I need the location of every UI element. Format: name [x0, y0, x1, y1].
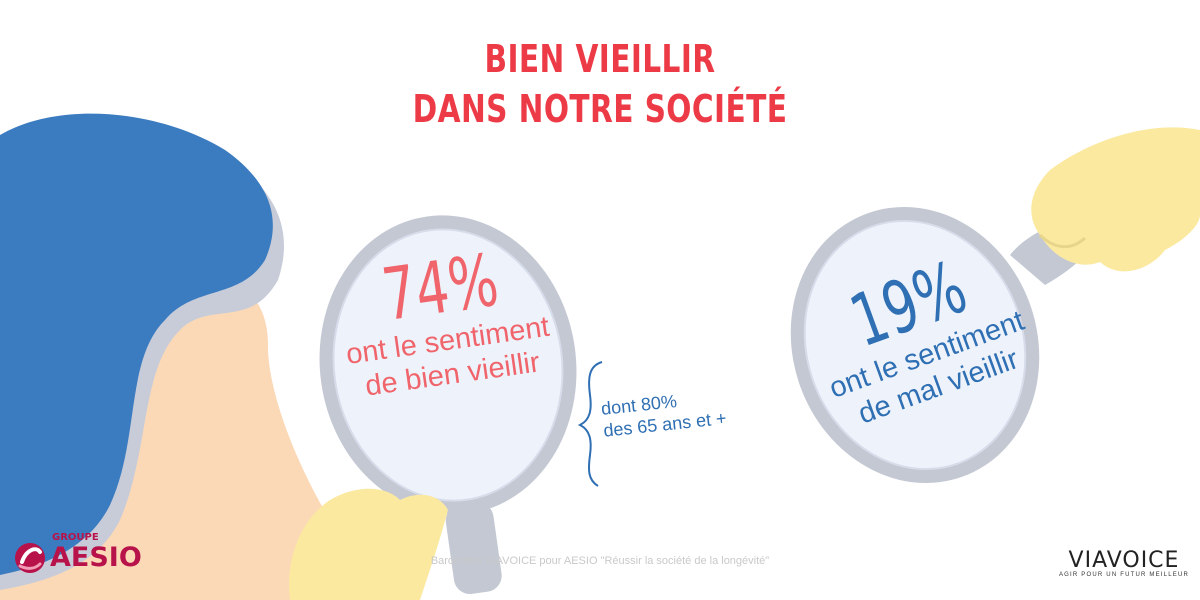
aesio-logo-group: GROUPE: [52, 532, 99, 543]
left-stat-value: 74%: [377, 237, 504, 337]
headline-line-1: BIEN VIEILLIR: [484, 37, 716, 81]
right-mirror: [790, 206, 1040, 484]
viavoice-logo-name: VIAVOICE: [1068, 548, 1180, 573]
viavoice-logo-tagline: AGIR POUR UN FUTUR MEILLEUR: [1058, 572, 1190, 578]
woman-hair: [0, 113, 273, 575]
left-mirror: [319, 215, 577, 595]
aesio-logo-name: AESIO: [50, 542, 142, 573]
aesio-logo: GROUPE AESIO: [14, 532, 154, 582]
headline-line-2: DANS NOTRE SOCIÉTÉ: [412, 87, 788, 131]
curly-brace: [577, 361, 603, 487]
right-hand: [1031, 127, 1200, 272]
headline: BIEN VIEILLIR DANS NOTRE SOCIÉTÉ: [366, 34, 834, 134]
source-caption: Baromètre VIAVOICE pour AESIO "Réussir l…: [430, 555, 770, 567]
aesio-logo-mark: [15, 543, 45, 573]
viavoice-logo: VIAVOICE AGIR POUR UN FUTUR MEILLEUR: [1058, 548, 1190, 578]
left-hand: [289, 488, 448, 600]
